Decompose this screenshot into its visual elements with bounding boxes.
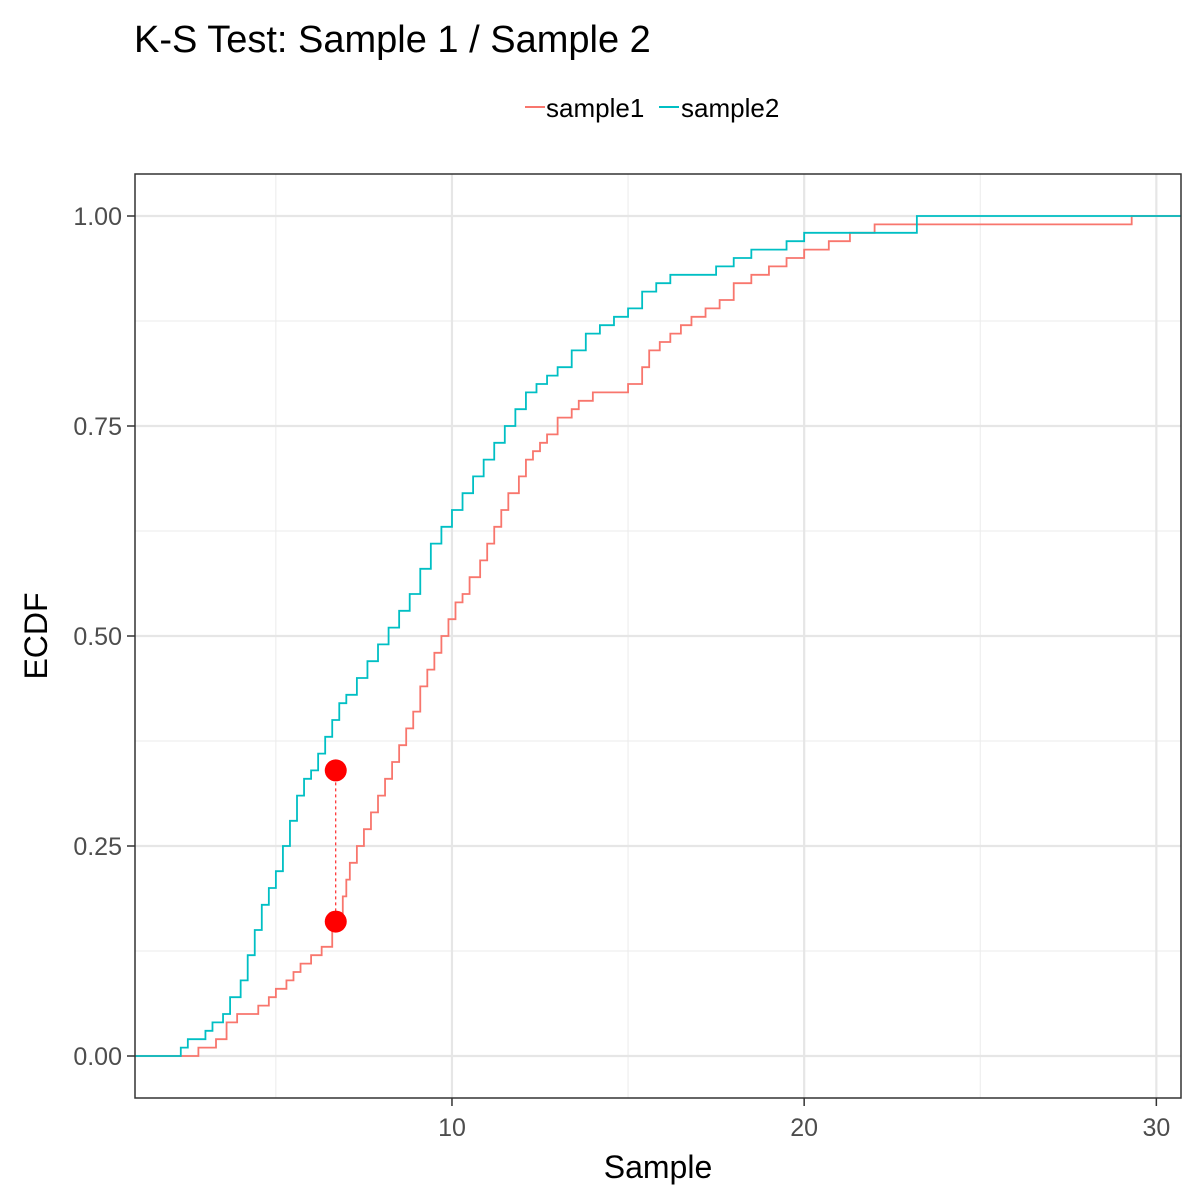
y-tick-label: 0.00	[73, 1043, 122, 1071]
ks-point-low	[324, 910, 347, 933]
x-tick-label: 20	[790, 1114, 818, 1142]
ks-point-high	[324, 759, 347, 782]
y-axis-title: ECDF	[18, 592, 54, 679]
y-axis: 0.00 0.25 0.50 0.75 1.00	[73, 203, 135, 1071]
legend-label-sample2: sample2	[681, 93, 779, 123]
grid-major	[135, 174, 1181, 1098]
legend-label-sample1: sample1	[546, 93, 644, 123]
y-tick-label: 0.50	[73, 623, 122, 651]
ecdf-line-sample2	[135, 215, 1181, 1057]
ecdf-line-sample1	[135, 215, 1181, 1057]
x-tick-label: 30	[1142, 1114, 1170, 1142]
y-tick-label: 0.25	[73, 833, 122, 861]
chart-title: K-S Test: Sample 1 / Sample 2	[134, 19, 651, 61]
x-axis: 10 20 30	[438, 1098, 1170, 1142]
x-tick-label: 10	[438, 1114, 466, 1142]
y-tick-label: 1.00	[73, 203, 122, 231]
ks-statistic	[324, 759, 347, 933]
x-axis-title: Sample	[604, 1149, 713, 1185]
series-layer	[135, 215, 1181, 1057]
legend: sample1 sample2	[525, 93, 779, 123]
y-tick-label: 0.75	[73, 413, 122, 441]
